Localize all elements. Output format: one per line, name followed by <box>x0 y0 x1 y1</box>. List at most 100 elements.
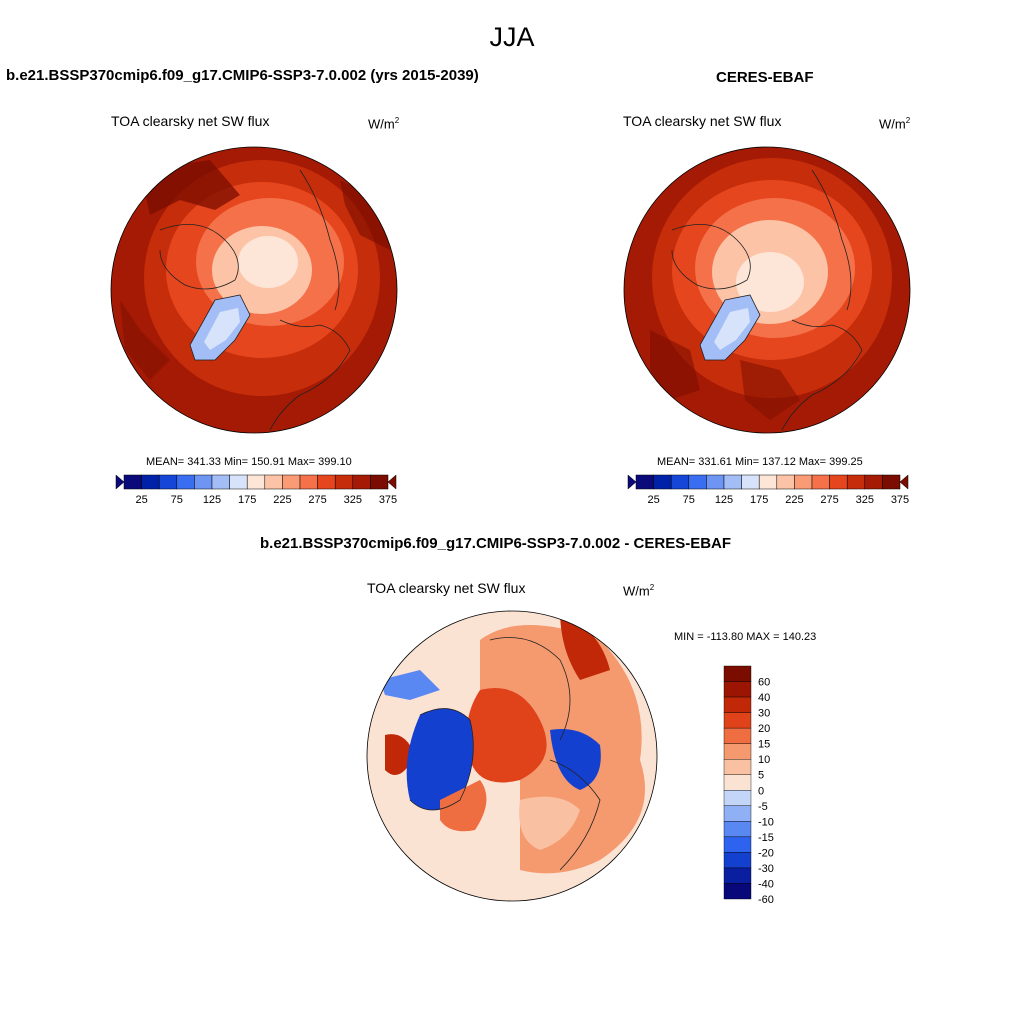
panel1-colorbar-tick-label: 75 <box>171 494 183 506</box>
panel3-colorbar-tick-label: -40 <box>758 878 774 890</box>
panel1-colorbar-cell <box>264 474 283 490</box>
panel3-colorbar-tick-label: -5 <box>758 801 768 813</box>
panel3-colorbar-cell <box>723 805 752 822</box>
panel1-colorbar-cell <box>282 474 301 490</box>
panel2-colorbar-cell <box>723 474 742 490</box>
panel1-colorbar-cell <box>246 474 266 490</box>
panel3-title: b.e21.BSSP370cmip6.f09_g17.CMIP6-SSP3-7.… <box>260 535 732 552</box>
panel1-colorbar-tick-label: 225 <box>273 494 291 506</box>
panel3-colorbar-tick-label: 15 <box>758 739 770 751</box>
panel3-colorbar-tick-label: 30 <box>758 708 770 720</box>
panel2-colorbar-cell <box>811 474 830 490</box>
panel2-colorbar-cell <box>706 474 725 490</box>
panel1-colorbar: 25 75 125 175 225 275 325 375 <box>115 474 397 506</box>
panel3-colorbar-tick-label: -30 <box>758 863 774 875</box>
panel3-colorbar-tick-label: 40 <box>758 692 770 704</box>
panel2-colorbar-tick-label: 125 <box>715 494 733 506</box>
panel2-stats: MEAN= 331.61 Min= 137.12 Max= 399.25 <box>657 456 863 468</box>
panel2-colorbar-tick-label: 375 <box>891 494 909 506</box>
panel1-colorbar-cell <box>229 474 248 490</box>
panel3-colorbar-cell <box>723 790 752 806</box>
panel1-colorbar-cell <box>317 474 336 490</box>
panel2-colorbar-cell <box>670 474 690 490</box>
panel2-colorbar-left-arrow <box>627 474 637 490</box>
panel3-colorbar-tick-label: -60 <box>758 894 774 906</box>
panel1-colorbar-left-arrow <box>115 474 125 490</box>
panel1-colorbar-cell <box>158 474 178 490</box>
panel1-colorbar-tick-label: 325 <box>344 494 362 506</box>
panel1-variable-label: TOA clearsky net SW flux <box>111 113 270 129</box>
panel3-stats: MIN = -113.80 MAX = 140.23 <box>674 631 817 643</box>
panel2-title: CERES-EBAF <box>716 69 814 86</box>
panel3-colorbar-cell <box>723 665 752 682</box>
panel1-units-label: W/m2 <box>368 116 400 132</box>
panel3-colorbar-cell <box>723 774 752 791</box>
panel2-colorbar: 25 75 125 175 225 275 325 375 <box>627 474 909 506</box>
panel2-colorbar-cell <box>741 474 760 490</box>
panel1-colorbar-cell <box>370 474 389 490</box>
panel3-colorbar-cell <box>723 821 752 838</box>
panel1-colorbar-tick-label: 125 <box>203 494 221 506</box>
panel2-colorbar-cell <box>829 474 848 490</box>
panel3-colorbar-cell <box>723 867 752 884</box>
panel2-variable-label: TOA clearsky net SW flux <box>623 113 782 129</box>
panel1-colorbar-cell <box>334 474 354 490</box>
panel1-colorbar-cell <box>211 474 230 490</box>
panel2-units-label: W/m2 <box>879 116 911 132</box>
panel3-colorbar: 60 40 30 20 15 10 5 0 -5 -10 -15 -20 -30 -40 -60 <box>723 665 774 906</box>
panel3-map <box>367 611 657 901</box>
panel3-colorbar-tick-label: -20 <box>758 847 774 859</box>
panel2-colorbar-tick-label: 75 <box>683 494 695 506</box>
panel2-colorbar-tick-label: 225 <box>785 494 803 506</box>
panel3-colorbar-tick-label: 0 <box>758 785 764 797</box>
panel3-colorbar-cell <box>723 836 752 853</box>
panel2-colorbar-cell <box>846 474 866 490</box>
panel3-colorbar-cell <box>723 681 752 698</box>
panel1-colorbar-tick-label: 275 <box>308 494 326 506</box>
panel1-title: b.e21.BSSP370cmip6.f09_g17.CMIP6-SSP3-7.… <box>6 67 479 84</box>
panel2-colorbar-tick-label: 175 <box>750 494 768 506</box>
panel1-stats: MEAN= 341.33 Min= 150.91 Max= 399.10 <box>146 456 352 468</box>
panel3-colorbar-cell <box>723 883 752 900</box>
panel2-map <box>624 147 910 433</box>
panel2-colorbar-tick-label: 275 <box>820 494 838 506</box>
panel1-map <box>111 147 397 433</box>
panel3-colorbar-cell <box>723 712 752 729</box>
panel2-colorbar-cell <box>864 474 883 490</box>
panel1-colorbar-tick-label: 25 <box>135 494 147 506</box>
panel1-colorbar-tick-label: 175 <box>238 494 256 506</box>
panel3-colorbar-cell <box>723 852 752 869</box>
panel1-colorbar-tick-label: 375 <box>379 494 397 506</box>
panel1-colorbar-cell <box>194 474 213 490</box>
panel3-colorbar-cell <box>723 759 752 775</box>
panel3-colorbar-tick-label: -15 <box>758 832 774 844</box>
panel2-colorbar-cell <box>776 474 795 490</box>
panel3-units-label: W/m2 <box>623 583 655 599</box>
panel3-colorbar-tick-label: 20 <box>758 723 770 735</box>
panel2-colorbar-cell <box>653 474 672 490</box>
panel1-colorbar-cell <box>352 474 371 490</box>
panel3-colorbar-tick-label: 5 <box>758 770 764 782</box>
panel2-colorbar-tick-label: 25 <box>647 494 659 506</box>
panel2-colorbar-cell <box>882 474 901 490</box>
panel2-colorbar-cell <box>794 474 813 490</box>
panel1-colorbar-right-arrow <box>387 474 397 490</box>
panel2-colorbar-right-arrow <box>899 474 909 490</box>
panel3-colorbar-cell <box>723 727 752 744</box>
figure-title: JJA <box>489 22 535 52</box>
panel3-colorbar-cell <box>723 696 752 713</box>
panel1-colorbar-cell <box>123 474 142 490</box>
panel3-colorbar-cell <box>723 743 752 760</box>
panel2-colorbar-cell <box>635 474 654 490</box>
panel2-colorbar-cell <box>688 474 707 490</box>
panel3-colorbar-tick-label: -10 <box>758 816 774 828</box>
panel2-colorbar-tick-label: 325 <box>856 494 874 506</box>
panel1-colorbar-cell <box>176 474 195 490</box>
panel1-colorbar-cell <box>141 474 160 490</box>
panel1-colorbar-cell <box>299 474 318 490</box>
panel2-colorbar-cell <box>758 474 778 490</box>
panel3-variable-label: TOA clearsky net SW flux <box>367 580 526 596</box>
panel3-colorbar-tick-label: 10 <box>758 754 770 766</box>
panel3-colorbar-tick-label: 60 <box>758 677 770 689</box>
